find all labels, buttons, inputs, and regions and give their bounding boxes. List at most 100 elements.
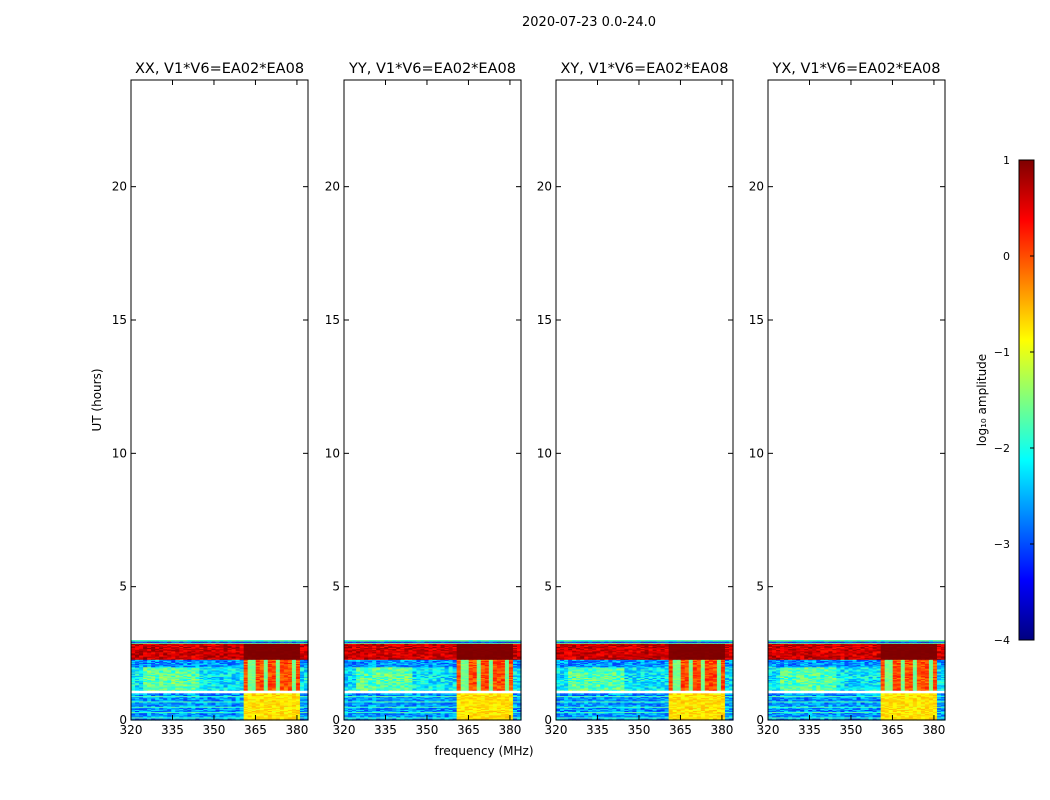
heatmap-cell	[452, 713, 458, 716]
heatmap-cell	[372, 684, 377, 687]
heatmap-cell	[404, 695, 409, 698]
heatmap-cell	[299, 661, 305, 663]
heatmap-cell	[223, 700, 229, 703]
heatmap-cell	[408, 704, 413, 706]
heatmap-cell	[267, 716, 273, 719]
heatmap-cell	[203, 664, 209, 667]
heatmap-cell	[444, 705, 450, 707]
heatmap-cell	[219, 698, 225, 701]
heatmap-cell	[203, 710, 209, 713]
heatmap-cell	[255, 666, 261, 669]
heatmap-cell	[151, 709, 156, 711]
heatmap-cell	[207, 693, 213, 695]
heatmap-cell	[428, 712, 434, 715]
heatmap-cell	[235, 641, 241, 643]
heatmap-cell	[139, 668, 144, 671]
heatmap-cell	[508, 712, 514, 715]
heatmap-cell	[508, 675, 514, 677]
heatmap-cell	[516, 699, 522, 702]
heatmap-cell	[199, 701, 205, 704]
heatmap-cell	[500, 707, 506, 709]
heatmap-cell	[271, 689, 277, 691]
heatmap-cell	[139, 704, 144, 706]
heatmap-cell	[255, 646, 261, 649]
heatmap-cell	[219, 659, 225, 661]
heatmap-cell	[512, 675, 518, 677]
heatmap-cell	[380, 695, 385, 698]
heatmap-cell	[352, 688, 357, 690]
heatmap-cell	[508, 681, 514, 684]
heatmap-cell	[496, 714, 502, 717]
heatmap-cell	[436, 694, 442, 697]
heatmap-cell	[303, 669, 309, 672]
heatmap-cell	[295, 699, 301, 702]
heatmap-cell	[456, 702, 462, 705]
heatmap-cell	[432, 677, 438, 679]
heatmap-cell	[287, 698, 293, 701]
heatmap-cell	[227, 666, 233, 669]
heatmap-cell	[380, 705, 385, 707]
heatmap-cell	[263, 686, 269, 689]
heatmap-cell	[259, 695, 265, 698]
heatmap-cell	[476, 683, 482, 686]
heatmap-cell	[231, 708, 237, 710]
heatmap-cell	[219, 704, 225, 706]
heatmap-cell	[500, 717, 506, 720]
heatmap-cell	[480, 701, 486, 704]
heatmap-cell	[219, 670, 225, 673]
heatmap-cell	[424, 696, 430, 699]
heatmap-cell	[251, 704, 257, 706]
heatmap-cell	[440, 680, 446, 683]
heatmap-cell	[376, 707, 381, 709]
heatmap-cell	[408, 707, 413, 709]
heatmap-cell	[171, 650, 176, 653]
heatmap-cell	[480, 714, 486, 717]
heatmap-cell	[348, 684, 353, 687]
heatmap-cell	[352, 673, 357, 675]
heatmap-cell	[259, 702, 265, 705]
heatmap-cell	[255, 702, 261, 705]
heatmap-cell	[259, 684, 265, 687]
heatmap-cell	[207, 688, 213, 690]
heatmap-cell	[303, 665, 309, 668]
heatmap-cell	[183, 678, 188, 681]
heatmap-cell	[352, 701, 357, 704]
heatmap-cell	[171, 711, 176, 714]
heatmap-cell	[275, 712, 281, 715]
heatmap-cell	[239, 708, 245, 710]
heatmap-cell	[175, 685, 180, 688]
heatmap-cell	[195, 653, 200, 656]
heatmap-cell	[247, 658, 253, 660]
heatmap-cell	[452, 711, 458, 714]
heatmap-cell	[480, 679, 486, 682]
heatmap-cell	[175, 656, 180, 658]
heatmap-cell	[283, 684, 289, 687]
heatmap-cell	[167, 667, 172, 670]
x-tick-label: 365	[244, 723, 267, 737]
heatmap-cell	[183, 647, 188, 650]
heatmap-cell	[352, 677, 357, 679]
heatmap-cell	[456, 711, 462, 714]
heatmap-cell	[267, 672, 273, 674]
heatmap-cell	[396, 697, 401, 700]
heatmap-cell	[448, 712, 454, 715]
heatmap-cell	[247, 681, 253, 684]
heatmap-cell	[448, 679, 454, 682]
heatmap-cell	[171, 670, 176, 673]
heatmap-cell	[440, 683, 446, 686]
heatmap-cell	[271, 654, 277, 657]
heatmap-cell	[223, 709, 229, 711]
heatmap-cell	[223, 644, 229, 646]
heatmap-cell	[436, 707, 442, 709]
heatmap-cell	[364, 702, 369, 705]
heatmap-cell	[235, 701, 241, 704]
heatmap-cell	[179, 641, 184, 643]
heatmap-cell	[139, 689, 144, 691]
heatmap-cell	[392, 673, 397, 675]
heatmap-cell	[143, 645, 148, 647]
heatmap-cell	[131, 684, 136, 687]
heatmap-cell	[183, 640, 188, 642]
heatmap-cell	[239, 641, 245, 643]
heatmap-cell	[151, 702, 156, 705]
heatmap-cell	[175, 709, 180, 711]
